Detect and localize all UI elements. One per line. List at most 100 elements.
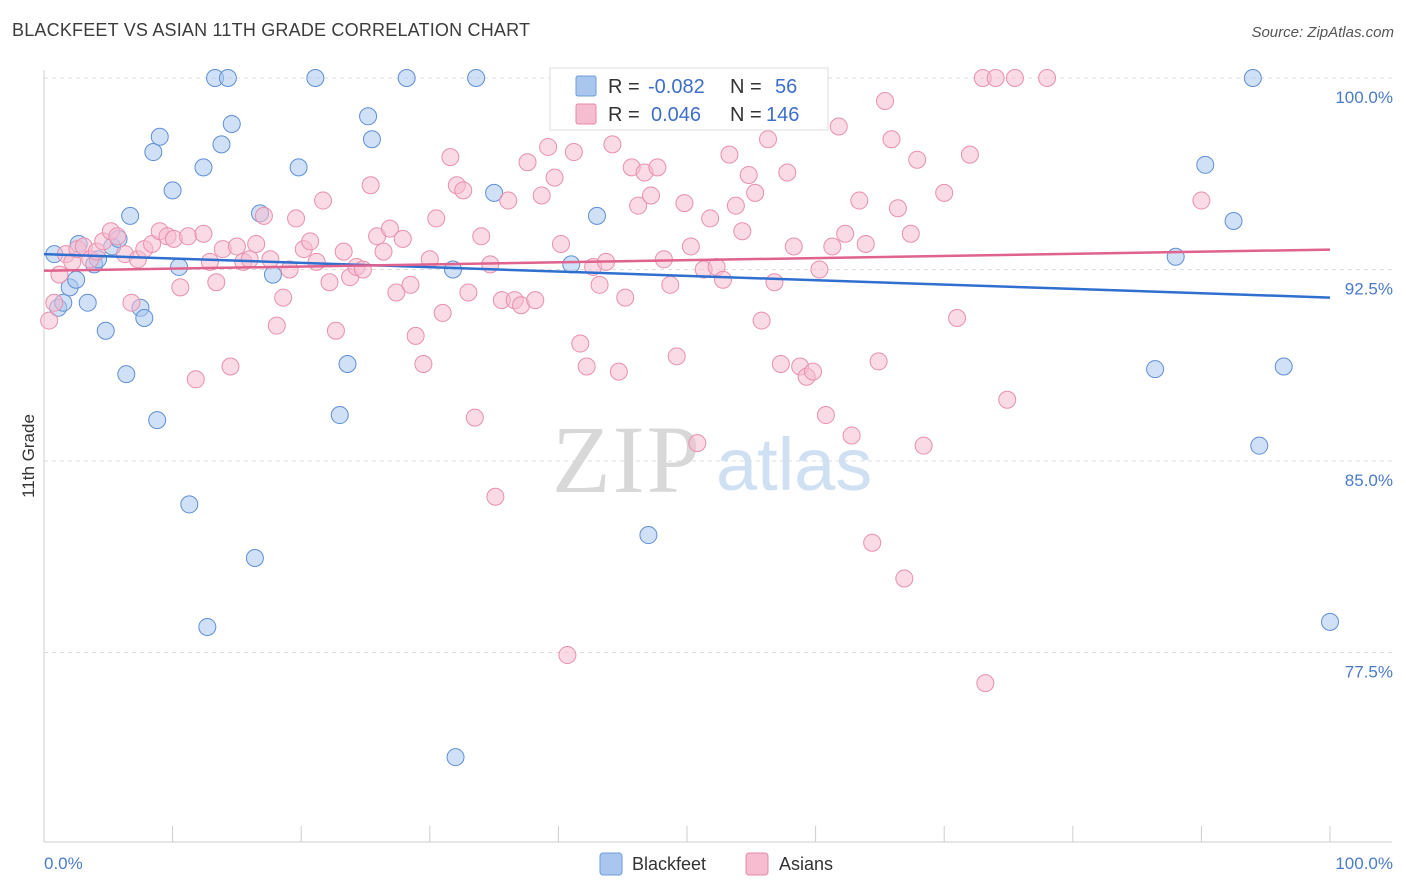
data-point-blackfeet [150, 127, 169, 146]
data-point-blackfeet [562, 255, 581, 274]
x-tick-label-max: 100.0% [1335, 854, 1393, 873]
data-point-asians [240, 250, 259, 269]
data-point-asians [207, 273, 226, 292]
data-point-asians [908, 150, 927, 169]
data-point-blackfeet [263, 265, 282, 284]
data-point-blackfeet [359, 107, 378, 126]
data-point-blackfeet [639, 526, 658, 545]
data-point-asians [171, 278, 190, 297]
data-point-asians [778, 163, 797, 182]
data-point-asians [609, 362, 628, 381]
data-point-asians [629, 196, 648, 215]
data-point-asians [681, 237, 700, 256]
data-point-asians [274, 288, 293, 307]
trend-line-asians [43, 248, 1331, 273]
data-point-asians [836, 224, 855, 243]
data-point-blackfeet [289, 158, 308, 177]
data-point-asians [869, 352, 888, 371]
data-point-asians [454, 181, 473, 200]
legend-r-value-blackfeet: -0.082 [648, 76, 705, 98]
data-point-blackfeet [1321, 612, 1339, 631]
data-point-asians [733, 222, 752, 241]
bottom-legend: Blackfeet Asians [599, 852, 833, 876]
legend-r-value-asians: 0.046 [651, 104, 701, 126]
series-asians-points [40, 69, 1211, 693]
data-point-blackfeet [170, 257, 189, 276]
data-point-asians [406, 326, 425, 345]
data-point-asians [401, 275, 420, 294]
y-tick-label: 92.5% [1345, 280, 1393, 299]
data-point-asians [948, 309, 967, 328]
data-point-blackfeet [330, 406, 349, 425]
trend-line-blackfeet [43, 252, 1331, 299]
data-point-asians [856, 234, 875, 253]
data-point-asians [765, 273, 784, 292]
source-label: Source: ZipAtlas.com [1251, 24, 1394, 41]
data-point-asians [986, 69, 1005, 87]
legend-swatch-asians [575, 103, 597, 125]
data-point-blackfeet [198, 617, 217, 636]
data-point-blackfeet [338, 354, 357, 373]
data-point-asians [842, 426, 861, 445]
data-point-asians [895, 569, 914, 588]
data-point-asians [746, 183, 765, 202]
data-point-asians [675, 194, 694, 213]
data-point-blackfeet [96, 321, 115, 340]
watermark-zip: ZIP [552, 406, 702, 513]
data-point-blackfeet [1224, 211, 1243, 230]
data-point-asians [816, 406, 835, 425]
data-point-asians [564, 143, 583, 162]
data-point-asians [590, 275, 609, 294]
data-point-blackfeet [222, 114, 241, 133]
data-point-asians [641, 186, 660, 205]
data-point-asians [194, 224, 213, 243]
axes [43, 70, 1392, 843]
data-point-asians [935, 183, 954, 202]
y-tick-label: 85.0% [1345, 471, 1393, 490]
data-point-asians [551, 234, 570, 253]
y-axis-label: 11th Grade [19, 414, 38, 498]
data-point-asians [720, 145, 739, 164]
data-point-asians [287, 209, 306, 228]
data-point-asians [571, 334, 590, 353]
data-point-asians [532, 186, 551, 205]
data-point-asians [603, 135, 622, 154]
data-point-asians [526, 291, 545, 310]
legend-n-value-blackfeet: 56 [775, 76, 797, 98]
data-point-asians [1005, 69, 1024, 87]
data-point-blackfeet [1274, 357, 1293, 376]
data-point-asians [122, 293, 141, 312]
data-point-asians [784, 237, 803, 256]
data-point-asians [739, 166, 758, 185]
y-tick-label: 100.0% [1335, 88, 1393, 107]
data-point-asians [280, 260, 299, 279]
data-point-asians [850, 191, 869, 210]
data-point-asians [227, 237, 246, 256]
data-point-asians [759, 130, 778, 149]
data-point-asians [301, 232, 320, 251]
data-point-blackfeet [1243, 69, 1262, 87]
data-point-asians [976, 674, 995, 693]
data-point-asians [1038, 69, 1057, 87]
data-point-asians [334, 242, 353, 261]
legend-n-label-blackfeet: N = [730, 76, 762, 98]
legend-swatch-blackfeet [575, 75, 597, 97]
data-point-asians [261, 250, 280, 269]
data-point-blackfeet [144, 143, 163, 162]
bottom-legend-label-asians: Asians [779, 854, 833, 874]
data-point-blackfeet [78, 293, 97, 312]
data-point-blackfeet [587, 206, 606, 225]
data-point-asians [998, 390, 1017, 409]
data-point-asians [714, 270, 733, 289]
data-point-blackfeet [135, 309, 154, 328]
data-point-asians [108, 227, 127, 246]
data-point-asians [374, 242, 393, 261]
data-point-blackfeet [485, 183, 504, 202]
data-point-asians [393, 229, 412, 248]
data-point-asians [320, 273, 339, 292]
bottom-legend-swatch-asians [745, 852, 769, 876]
data-point-asians [960, 145, 979, 164]
data-point-asians [499, 191, 518, 210]
bottom-legend-label-blackfeet: Blackfeet [632, 854, 706, 874]
